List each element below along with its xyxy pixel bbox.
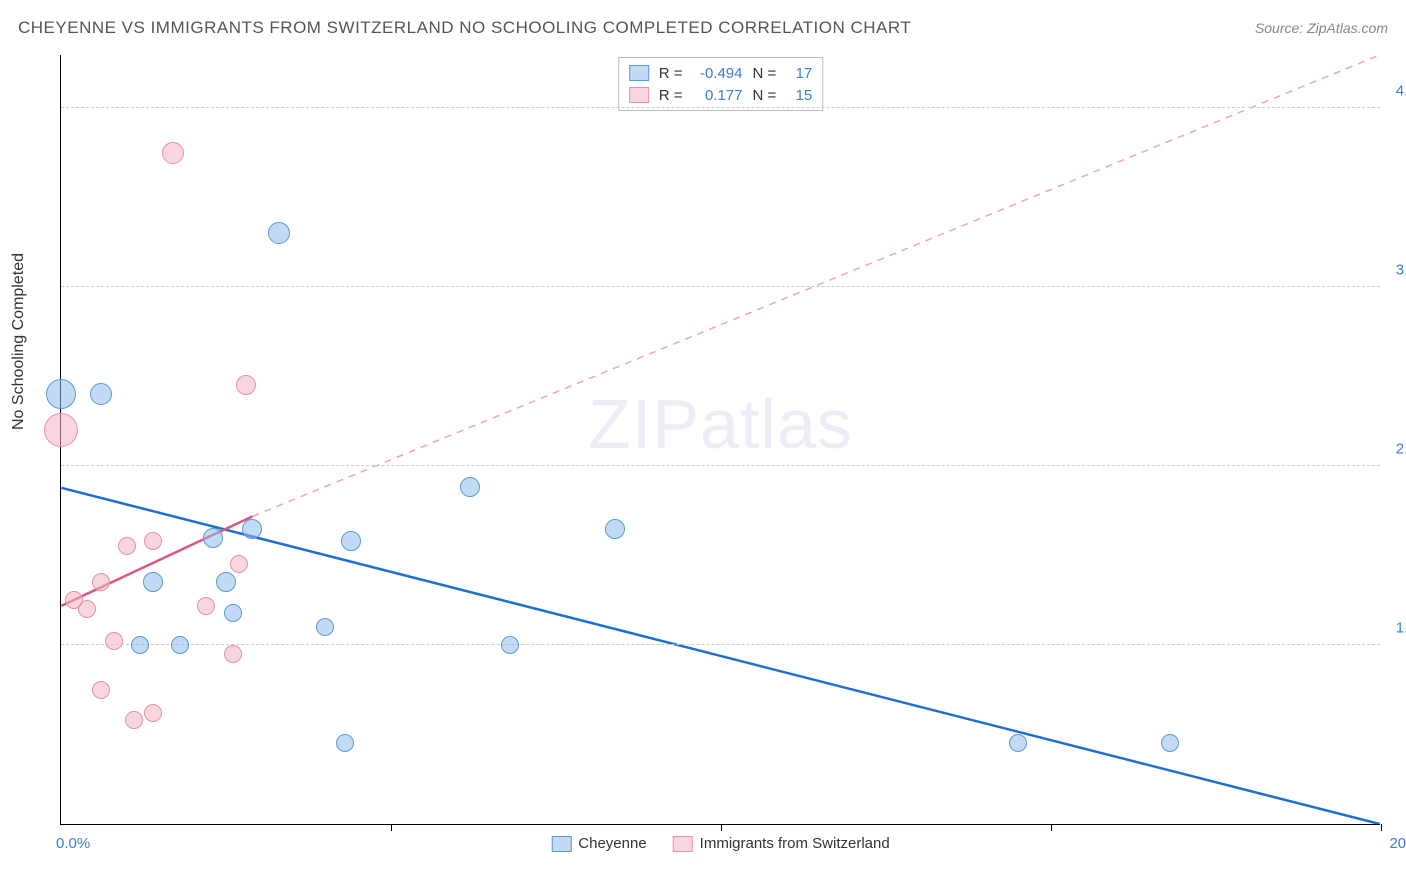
x-axis-min-label: 0.0% [56,835,90,852]
y-axis-label: No Schooling Completed [10,253,28,430]
legend-r-label: R = [659,87,683,104]
y-tick-label: 2.0% [1385,440,1406,457]
data-point [316,618,334,636]
watermark: ZIPatlas [588,384,853,464]
data-point [224,645,242,663]
data-point [236,375,256,395]
data-point [143,572,163,592]
legend-label: Cheyenne [578,835,646,852]
gridline [61,107,1380,108]
source-attribution: Source: ZipAtlas.com [1255,20,1388,36]
data-point [171,636,189,654]
legend-r-value: -0.494 [693,65,743,82]
y-tick-label: 3.0% [1385,261,1406,278]
legend-item: Cheyenne [551,835,646,852]
legend-item: Immigrants from Switzerland [673,835,890,852]
data-point [605,519,625,539]
data-point [1161,734,1179,752]
legend-stats: R = -0.494 N = 17 R = 0.177 N = 15 [618,57,824,111]
x-tick [391,824,392,831]
data-point [125,711,143,729]
legend-label: Immigrants from Switzerland [700,835,890,852]
data-point [90,383,112,405]
gridline [61,286,1380,287]
data-point [268,222,290,244]
trend-lines [61,55,1380,824]
x-tick [721,824,722,831]
legend-n-value: 15 [786,87,812,104]
legend-n-value: 17 [786,65,812,82]
legend-bottom: Cheyenne Immigrants from Switzerland [551,835,889,852]
data-point [203,528,223,548]
data-point [197,597,215,615]
legend-swatch [629,65,649,81]
legend-r-value: 0.177 [693,87,743,104]
data-point [46,379,76,409]
data-point [44,413,78,447]
legend-stat-row: R = 0.177 N = 15 [629,84,813,106]
x-tick [1051,824,1052,831]
data-point [144,532,162,550]
x-axis-max-label: 20.0% [1389,835,1406,852]
x-tick [1381,824,1382,831]
legend-n-label: N = [753,87,777,104]
data-point [144,704,162,722]
data-point [216,572,236,592]
data-point [118,537,136,555]
legend-swatch [551,836,571,852]
data-point [92,573,110,591]
data-point [1009,734,1027,752]
chart-title: CHEYENNE VS IMMIGRANTS FROM SWITZERLAND … [18,18,911,38]
legend-swatch [629,87,649,103]
data-point [242,519,262,539]
data-point [65,591,83,609]
gridline [61,465,1380,466]
plot-area: ZIPatlas R =-0.494N =17R =0.177N =15 Che… [60,55,1380,825]
data-point [341,531,361,551]
data-point [230,555,248,573]
y-tick-label: 4.0% [1385,82,1406,99]
data-point [162,142,184,164]
y-tick-label: 1.0% [1385,619,1406,636]
data-point [131,636,149,654]
legend-r-label: R = [659,65,683,82]
data-point [336,734,354,752]
data-point [501,636,519,654]
data-point [460,477,480,497]
legend-stat-row: R = -0.494 N = 17 [629,62,813,84]
data-point [92,681,110,699]
legend-n-label: N = [753,65,777,82]
data-point [224,604,242,622]
data-point [105,632,123,650]
legend-swatch [673,836,693,852]
gridline [61,644,1380,645]
